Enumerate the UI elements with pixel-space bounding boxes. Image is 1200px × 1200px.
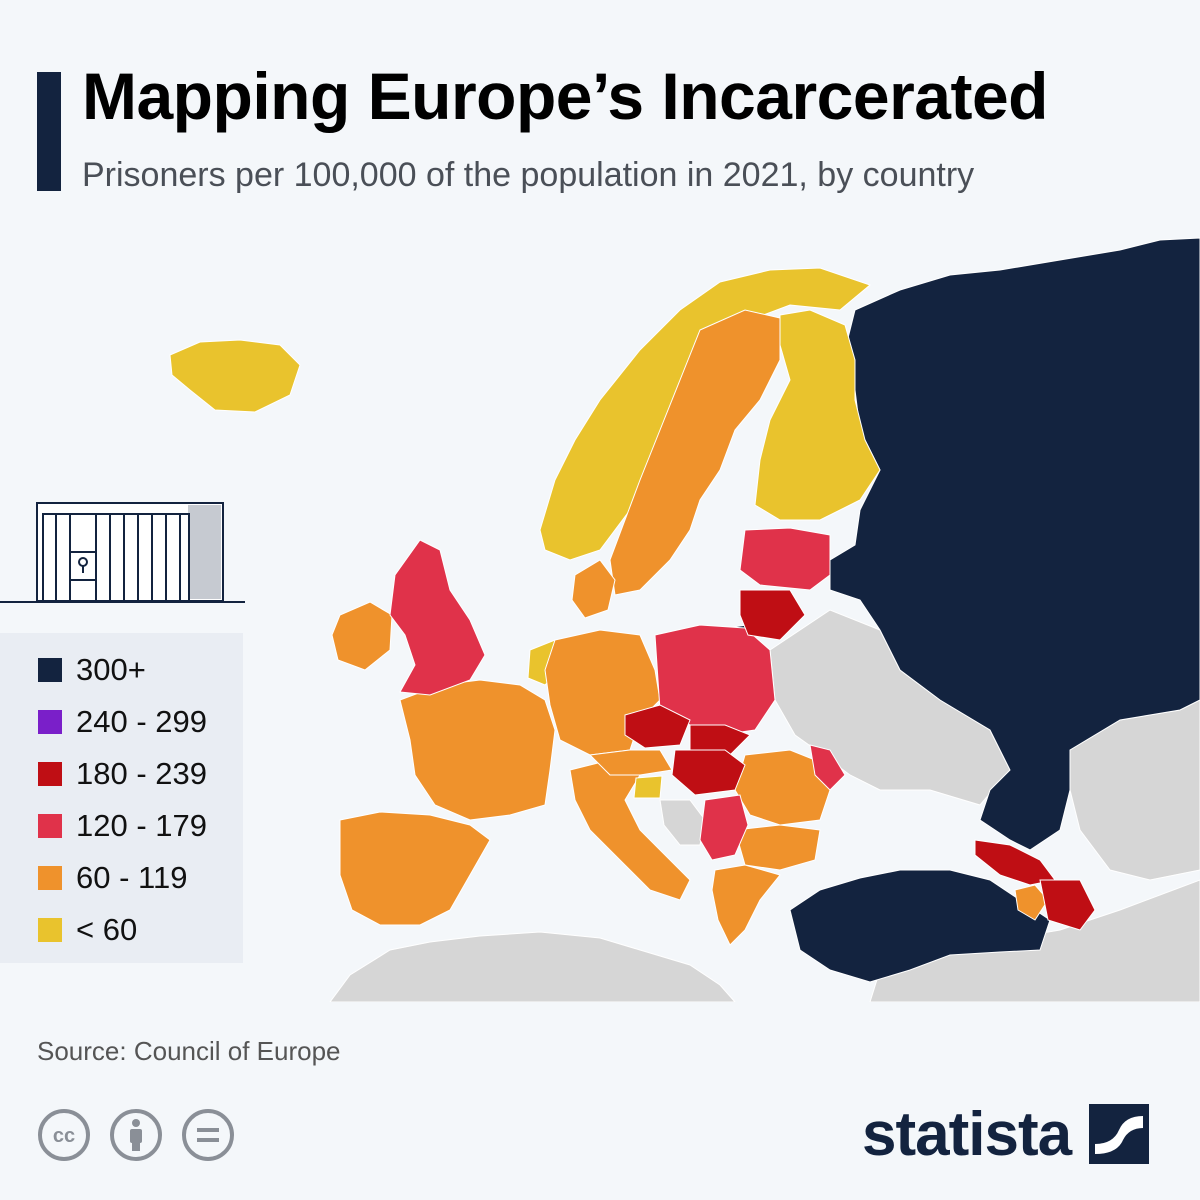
svg-text:cc: cc — [53, 1125, 75, 1147]
country-spain — [339, 811, 491, 926]
country-lithuania — [739, 589, 806, 641]
legend: 300+ 240 - 299 180 - 239 120 - 179 60 - 119 <… — [0, 633, 243, 963]
legend-label: 300+ — [76, 652, 146, 687]
country-sweden — [609, 309, 781, 596]
page-title: Mapping Europe’s Incarcerated — [82, 59, 1048, 133]
statista-logo[interactable]: statista — [862, 1098, 1150, 1170]
legend-item: 60 - 119 — [38, 860, 188, 895]
legend-swatch — [38, 658, 62, 682]
source-note: Source: Council of Europe — [37, 1036, 341, 1066]
country-ireland — [331, 601, 393, 671]
country-slovenia — [633, 775, 663, 799]
title-accent-bar — [37, 72, 61, 191]
country-serbia — [699, 794, 749, 861]
country-turkey — [789, 869, 1051, 983]
country-iceland — [169, 339, 301, 413]
country-greece — [711, 864, 781, 946]
balkan-nodata — [659, 799, 706, 846]
no-derivatives-icon[interactable] — [181, 1108, 235, 1162]
country-finland — [754, 309, 881, 521]
country-armenia — [1014, 884, 1049, 921]
country-moldova — [809, 744, 846, 791]
country-norway — [539, 267, 872, 561]
cc-icon[interactable]: cc — [37, 1108, 91, 1162]
prison-gate-icon — [0, 502, 245, 603]
country-georgia — [974, 839, 1056, 886]
legend-swatch — [38, 710, 62, 734]
statista-mark-icon — [1089, 1104, 1150, 1164]
country-czechia — [624, 704, 691, 749]
legend-item: 240 - 299 — [38, 704, 207, 739]
legend-item: 300+ — [38, 652, 146, 687]
legend-item: 180 - 239 — [38, 756, 207, 791]
country-slovakia — [689, 724, 751, 756]
legend-item: 120 - 179 — [38, 808, 207, 843]
attribution-icon[interactable] — [109, 1108, 163, 1162]
country-austria — [588, 749, 673, 776]
country-bulgaria — [734, 824, 821, 871]
brand-name: statista — [862, 1099, 1072, 1169]
country-russia — [829, 237, 1200, 851]
legend-swatch — [38, 866, 62, 890]
legend-label: 240 - 299 — [76, 704, 207, 739]
legend-item: < 60 — [38, 912, 138, 947]
country-france — [399, 679, 556, 821]
north-africa — [329, 931, 736, 1002]
legend-swatch — [38, 918, 62, 942]
country-azerbaijan — [1039, 879, 1096, 931]
country-latvia-estonia — [739, 527, 831, 591]
legend-swatch — [38, 762, 62, 786]
legend-label: 120 - 179 — [76, 808, 207, 843]
country-hungary — [671, 749, 746, 796]
page-subtitle: Prisoners per 100,000 of the population … — [82, 156, 975, 194]
europe-map — [169, 237, 1200, 1002]
legend-swatch — [38, 814, 62, 838]
legend-label: 180 - 239 — [76, 756, 207, 791]
legend-label: 60 - 119 — [76, 860, 188, 895]
legend-label: < 60 — [76, 912, 138, 947]
country-denmark — [571, 559, 616, 619]
country-united-kingdom — [389, 539, 486, 696]
